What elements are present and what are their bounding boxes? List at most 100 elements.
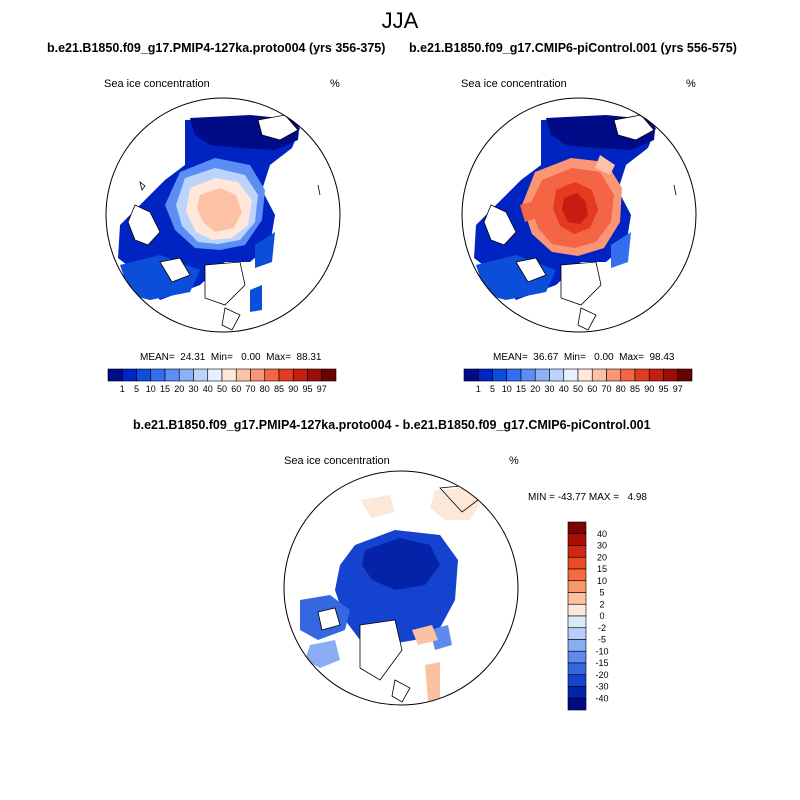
colorbar-swatch [307, 368, 323, 382]
colorbar-swatch [477, 368, 493, 382]
colorbar-swatch [250, 368, 266, 382]
colorbar-swatch [567, 580, 587, 593]
colorbar-tick-label: 50 [573, 384, 583, 394]
colorbar-tick-label: -30 [595, 682, 608, 692]
colorbar-tick-label: 30 [597, 541, 607, 551]
colorbar-tick-label: -40 [595, 693, 608, 703]
panel-3-variable: Sea ice concentration [284, 455, 390, 467]
colorbar-swatch [321, 368, 337, 382]
colorbar-tick-label: 95 [302, 384, 312, 394]
panel-1-colorbar: 1 5 10 15 20 30 40 50 60 70 80 85 90 95 97 [107, 368, 337, 394]
colorbar-tick-label: 1 [120, 384, 125, 394]
colorbar-tick-label: 85 [274, 384, 284, 394]
colorbar-swatch [567, 639, 587, 652]
colorbar-tick-label: -10 [595, 646, 608, 656]
colorbar-swatch [235, 368, 251, 382]
colorbar-swatch [520, 368, 536, 382]
colorbar-tick-label: 97 [317, 384, 327, 394]
panel-3-map [283, 470, 519, 706]
colorbar-tick-label: 2 [599, 599, 604, 609]
colorbar-tick-label: 20 [530, 384, 540, 394]
colorbar-swatch [534, 368, 550, 382]
colorbar-tick-label: 90 [644, 384, 654, 394]
colorbar-tick-label: 97 [673, 384, 683, 394]
colorbar-swatch [193, 368, 209, 382]
panel-2-units: % [686, 78, 696, 90]
panel-1-variable: Sea ice concentration [104, 78, 210, 90]
colorbar-swatch [278, 368, 294, 382]
colorbar-tick-label: 20 [597, 552, 607, 562]
colorbar-tick-label: 80 [616, 384, 626, 394]
colorbar-tick-label: 5 [134, 384, 139, 394]
panel-1-map [105, 97, 341, 333]
colorbar-swatch [264, 368, 280, 382]
colorbar-swatch [577, 368, 593, 382]
colorbar-tick-label: 80 [260, 384, 270, 394]
colorbar-tick-label: 40 [597, 529, 607, 539]
colorbar-swatch [492, 368, 508, 382]
colorbar-swatch [178, 368, 194, 382]
colorbar-tick-label: 15 [516, 384, 526, 394]
colorbar-tick-label: 15 [160, 384, 170, 394]
colorbar-tick-label: 70 [245, 384, 255, 394]
colorbar-tick-label: 90 [288, 384, 298, 394]
colorbar-tick-label: 60 [231, 384, 241, 394]
colorbar-tick-label: 70 [601, 384, 611, 394]
colorbar-swatch [567, 545, 587, 558]
colorbar-swatch [549, 368, 565, 382]
colorbar-swatch [648, 368, 664, 382]
colorbar-swatch [567, 627, 587, 640]
colorbar-tick-label: 40 [203, 384, 213, 394]
colorbar-swatch [567, 521, 587, 535]
colorbar-tick-label: 10 [146, 384, 156, 394]
colorbar-tick-label: 60 [587, 384, 597, 394]
colorbar-swatch [207, 368, 223, 382]
panel-2-stats: MEAN= 36.67 Min= 0.00 Max= 98.43 [493, 352, 675, 363]
panel-1-units: % [330, 78, 340, 90]
colorbar-tick-label: 10 [597, 576, 607, 586]
colorbar-swatch [567, 568, 587, 582]
colorbar-swatch [567, 615, 587, 629]
colorbar-tick-label: 10 [502, 384, 512, 394]
colorbar-tick-label: 1 [476, 384, 481, 394]
colorbar-swatch [567, 662, 587, 676]
panel-2-colorbar: 1 5 10 15 20 30 40 50 60 70 80 85 90 95 97 [463, 368, 693, 394]
colorbar-swatch [121, 368, 137, 382]
colorbar-tick-label: 95 [658, 384, 668, 394]
panel-2-variable: Sea ice concentration [461, 78, 567, 90]
colorbar-swatch [567, 533, 587, 546]
colorbar-swatch [567, 697, 587, 711]
colorbar-swatch [567, 556, 587, 570]
colorbar-swatch [677, 368, 693, 382]
colorbar-tick-label: 15 [597, 564, 607, 574]
colorbar-tick-label: 20 [174, 384, 184, 394]
colorbar-swatch [107, 368, 123, 382]
colorbar-swatch [620, 368, 636, 382]
colorbar-tick-label: 30 [544, 384, 554, 394]
colorbar-tick-label: 5 [490, 384, 495, 394]
colorbar-swatch [563, 368, 579, 382]
colorbar-tick-label: 0 [599, 611, 604, 621]
colorbar-swatch [292, 368, 308, 382]
panel-1-title: b.e21.B1850.f09_g17.PMIP4-127ka.proto004… [47, 41, 386, 55]
colorbar-tick-label: -15 [595, 658, 608, 668]
colorbar-tick-label: -2 [598, 623, 606, 633]
colorbar-tick-label: 50 [217, 384, 227, 394]
colorbar-swatch [567, 650, 587, 664]
colorbar-swatch [221, 368, 237, 382]
colorbar-swatch [506, 368, 522, 382]
colorbar-swatch [591, 368, 607, 382]
colorbar-swatch [567, 592, 587, 605]
colorbar-swatch [606, 368, 622, 382]
colorbar-swatch [150, 368, 166, 382]
panel-3-units: % [509, 455, 519, 467]
colorbar-tick-label: 85 [630, 384, 640, 394]
colorbar-swatch [164, 368, 180, 382]
panel-2-map [461, 97, 697, 333]
panel-3-title: b.e21.B1850.f09_g17.PMIP4-127ka.proto004… [133, 418, 651, 432]
colorbar-tick-label: 40 [559, 384, 569, 394]
colorbar-tick-label: -20 [595, 670, 608, 680]
colorbar-tick-label: -5 [598, 635, 606, 645]
